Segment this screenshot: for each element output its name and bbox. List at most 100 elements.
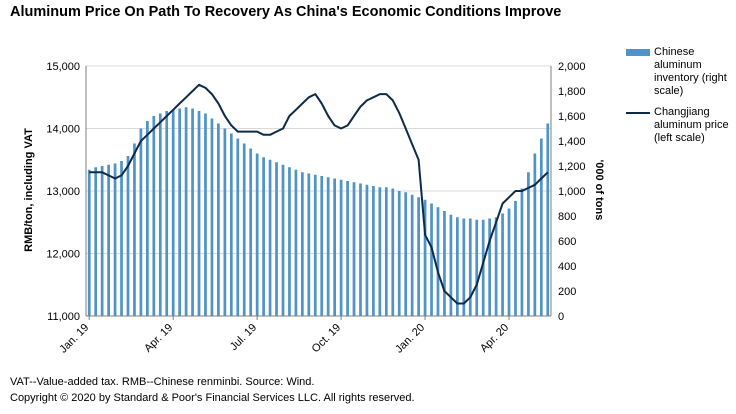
inventory-bar — [520, 188, 524, 316]
y-tick-label-right: 1,400 — [558, 136, 586, 148]
inventory-bar — [113, 163, 117, 316]
inventory-bar — [178, 108, 182, 316]
inventory-bar — [145, 121, 149, 316]
inventory-bar — [378, 187, 382, 316]
legend-label-price: Changjiang aluminum price (left scale) — [654, 106, 729, 144]
inventory-bar — [481, 219, 485, 316]
inventory-bar — [223, 128, 227, 316]
inventory-bar — [539, 138, 543, 316]
inventory-bars — [87, 107, 550, 316]
y-tick-label-left: 14,000 — [46, 124, 80, 136]
inventory-bar — [404, 192, 408, 316]
y-tick-label-right: 800 — [558, 211, 576, 223]
inventory-bar — [514, 201, 517, 316]
inventory-bar — [294, 169, 298, 316]
y-tick-label-left: 11,000 — [47, 311, 80, 323]
inventory-bar — [210, 118, 214, 316]
inventory-bar — [352, 182, 356, 316]
inventory-bar — [430, 203, 433, 316]
x-tick-label: Apr. 20 — [478, 322, 511, 355]
inventory-bar — [255, 153, 259, 316]
x-tick-label: Oct. 19 — [310, 322, 344, 356]
inventory-bar — [126, 156, 130, 316]
y-tick-label-right: 400 — [558, 261, 576, 273]
inventory-bar — [87, 169, 91, 316]
inventory-bar — [527, 172, 530, 316]
inventory-bar — [242, 143, 246, 316]
y-tick-label-right: 1,000 — [558, 186, 586, 198]
legend: Chinese aluminum inventory (right scale)… — [626, 46, 734, 153]
y-axis-title-left: RMB/ton, including VAT — [23, 128, 35, 252]
y-tick-label-right: 1,600 — [558, 111, 586, 123]
y-tick-label-right: 600 — [558, 236, 576, 248]
x-tick-label: Apr. 19 — [142, 322, 175, 355]
inventory-bar — [468, 218, 472, 316]
x-tick-label: Jan. 20 — [393, 322, 427, 356]
inventory-bar — [313, 174, 317, 316]
inventory-bar — [359, 183, 362, 316]
inventory-bar — [546, 123, 550, 316]
inventory-bar — [300, 172, 304, 316]
inventory-bar — [165, 111, 169, 316]
inventory-bar — [333, 178, 337, 316]
inventory-bar — [158, 113, 162, 316]
inventory-bar — [171, 109, 175, 316]
inventory-bar — [94, 167, 98, 316]
inventory-bar — [391, 188, 395, 316]
inventory-bar — [217, 123, 220, 316]
legend-item-inventory: Chinese aluminum inventory (right scale) — [626, 46, 734, 98]
inventory-bar — [236, 138, 240, 316]
x-tick-label: Jan. 19 — [57, 322, 91, 356]
chart-title: Aluminum Price On Path To Recovery As Ch… — [10, 4, 562, 20]
inventory-bar — [191, 108, 194, 316]
legend-swatch-line — [626, 112, 650, 114]
y-tick-label-right: 1,200 — [558, 161, 586, 173]
inventory-bar — [365, 184, 369, 316]
inventory-bar — [326, 177, 330, 316]
inventory-bar — [100, 166, 104, 316]
inventory-bar — [410, 194, 414, 316]
price-line-group — [89, 83, 549, 305]
inventory-bar — [307, 173, 311, 316]
inventory-bar — [384, 187, 388, 316]
inventory-bar — [533, 153, 537, 316]
inventory-bar — [197, 111, 201, 316]
inventory-bar — [494, 217, 498, 316]
y-axis-title-right: '000 of tons — [593, 160, 605, 221]
y-tick-label-right: 0 — [558, 311, 564, 323]
inventory-bar — [152, 116, 156, 316]
inventory-bar — [268, 159, 272, 316]
inventory-bar — [397, 191, 401, 316]
inventory-bar — [288, 167, 291, 316]
inventory-bar — [229, 133, 233, 316]
inventory-bar — [455, 217, 459, 316]
inventory-bar — [107, 164, 110, 316]
inventory-bar — [339, 179, 343, 316]
inventory-bar — [443, 211, 446, 316]
legend-label-inventory: Chinese aluminum inventory (right scale) — [654, 46, 727, 97]
footnote: VAT--Value-added tax. RMB--Chinese renmi… — [10, 376, 315, 388]
inventory-bar — [262, 157, 265, 316]
inventory-bar — [449, 214, 453, 316]
y-tick-label-right: 2,000 — [558, 61, 586, 73]
inventory-bar — [184, 107, 188, 316]
inventory-bar — [475, 219, 479, 316]
inventory-bar — [120, 161, 123, 316]
inventory-bar — [249, 148, 253, 316]
inventory-bar — [346, 181, 349, 316]
inventory-bar — [417, 197, 420, 316]
inventory-bar — [139, 128, 143, 316]
y-tick-label-left: 12,000 — [46, 249, 80, 261]
inventory-bar — [462, 218, 466, 316]
y-tick-label-right: 1,800 — [558, 86, 586, 98]
inventory-bar — [372, 186, 375, 316]
gridlines — [86, 65, 551, 317]
inventory-bar — [507, 208, 511, 316]
inventory-bar — [320, 176, 324, 316]
inventory-bar — [281, 164, 285, 316]
y-tick-label-right: 200 — [558, 286, 576, 298]
y-tick-label-left: 13,000 — [46, 186, 80, 198]
y-tick-label-left: 15,000 — [46, 61, 80, 73]
inventory-bar — [501, 213, 504, 316]
